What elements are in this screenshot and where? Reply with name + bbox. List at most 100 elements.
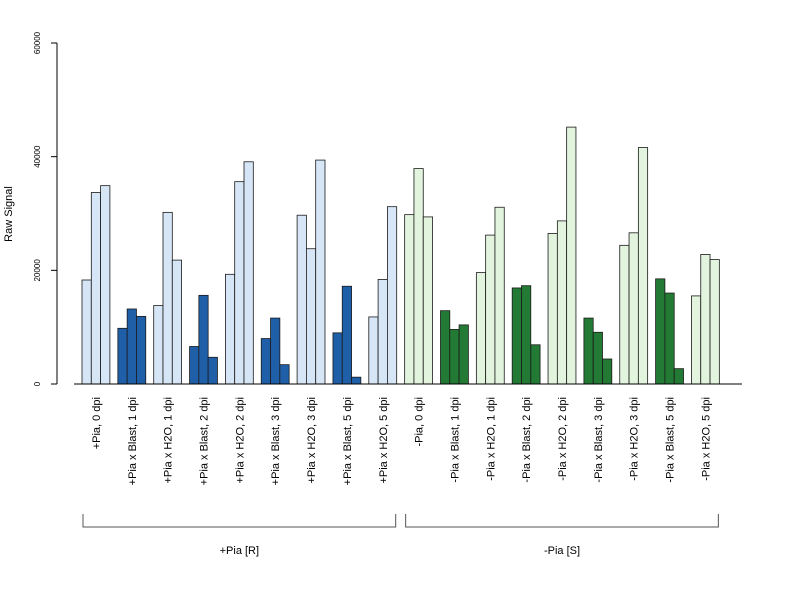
category-labels: +Pia, 0 dpi +Pia x Blast, 1 dpi +Pia x H2O… [91, 397, 712, 485]
bar [171, 259, 183, 385]
bar [81, 279, 92, 385]
bar-group [81, 185, 111, 385]
group-label: -Pia [S] [544, 545, 580, 557]
bar [422, 216, 433, 385]
bar [592, 331, 603, 385]
category-label: +Pia x Blast, 3 dpi [270, 397, 282, 485]
bar [404, 214, 415, 385]
bar [556, 220, 568, 385]
bar [691, 295, 702, 385]
category-label: -Pia, 0 dpi [414, 397, 426, 447]
bar [637, 147, 649, 385]
bar [602, 358, 613, 385]
bar [198, 294, 209, 385]
category-label: +Pia, 0 dpi [91, 397, 103, 449]
bar-group [296, 159, 326, 385]
bar [224, 273, 236, 385]
group-label: +Pia [R] [220, 545, 259, 557]
bar-group [691, 254, 720, 385]
bar-group [260, 317, 290, 385]
y-axis-title: Raw Signal [3, 186, 15, 242]
bar [521, 285, 532, 385]
bar [628, 232, 639, 385]
bar [655, 278, 666, 385]
bar-group [117, 308, 147, 385]
bar [207, 356, 218, 385]
bar-group [153, 211, 183, 385]
bar [494, 206, 505, 385]
y-tick-label: 40000 [33, 145, 42, 168]
category-label: +Pia x H2O, 1 dpi [163, 397, 175, 484]
category-label: -Pia x H2O, 5 dpi [700, 397, 712, 481]
bar [475, 272, 487, 385]
bar [305, 248, 317, 385]
bar [386, 206, 398, 385]
bar [547, 232, 558, 385]
bar-group [404, 168, 433, 385]
bar [530, 344, 541, 385]
category-label: -Pia x Blast, 1 dpi [449, 397, 461, 483]
category-label: -Pia x Blast, 3 dpi [593, 397, 605, 483]
bar-group [189, 294, 218, 385]
category-label: +Pia x H2O, 3 dpi [306, 397, 318, 484]
bar [377, 279, 388, 385]
bar [700, 254, 711, 385]
bar-group [224, 161, 254, 385]
bar [136, 315, 147, 385]
group-brackets: +Pia [R] -Pia [S] [82, 514, 719, 557]
bar [709, 259, 720, 385]
bracket-line [405, 514, 719, 528]
bar [234, 181, 245, 385]
bar [673, 368, 684, 385]
category-label: -Pia x Blast, 2 dpi [521, 397, 533, 483]
category-label: -Pia x H2O, 2 dpi [557, 397, 569, 481]
bar [511, 287, 522, 385]
bar [100, 185, 111, 385]
category-label: +Pia x H2O, 2 dpi [234, 397, 246, 484]
y-tick-label: 0 [33, 381, 42, 386]
bar [296, 214, 307, 385]
category-label: +Pia x Blast, 2 dpi [199, 397, 211, 485]
category-label: +Pia x Blast, 1 dpi [127, 397, 139, 485]
bar [440, 310, 451, 385]
group-bracket: +Pia [R] [82, 514, 397, 557]
bar [332, 332, 343, 385]
bar [619, 244, 630, 385]
bar-group [440, 310, 469, 385]
bar [117, 327, 128, 385]
category-label: -Pia x H2O, 3 dpi [629, 397, 641, 481]
bar-group [511, 285, 541, 385]
bar [449, 329, 460, 385]
category-label: +Pia x H2O, 5 dpi [378, 397, 390, 484]
bar [162, 211, 173, 385]
bar [664, 292, 675, 385]
bar [243, 161, 254, 385]
bar [583, 317, 594, 385]
bar-group [475, 206, 505, 385]
bar [413, 168, 424, 385]
bar-group [655, 278, 684, 385]
bar [90, 192, 102, 385]
bar [566, 126, 577, 385]
y-tick-label: 60000 [33, 31, 42, 54]
bar-group [583, 317, 613, 385]
bar-group [547, 126, 577, 385]
bar [260, 338, 271, 385]
bar-group [368, 206, 398, 385]
category-label: +Pia x Blast, 5 dpi [342, 397, 354, 485]
category-label: -Pia x Blast, 5 dpi [665, 397, 677, 483]
bar [485, 234, 496, 385]
bar [153, 305, 164, 385]
y-tick-label: 20000 [33, 259, 42, 282]
bar [458, 324, 469, 385]
bar [126, 308, 137, 385]
bar [351, 376, 362, 385]
bar [279, 364, 290, 385]
category-label: -Pia x H2O, 1 dpi [485, 397, 497, 481]
bar [270, 317, 281, 385]
y-axis: 0 20000 40000 60000 [33, 31, 58, 386]
group-bracket: -Pia [S] [405, 514, 719, 557]
bar-group [332, 285, 362, 385]
